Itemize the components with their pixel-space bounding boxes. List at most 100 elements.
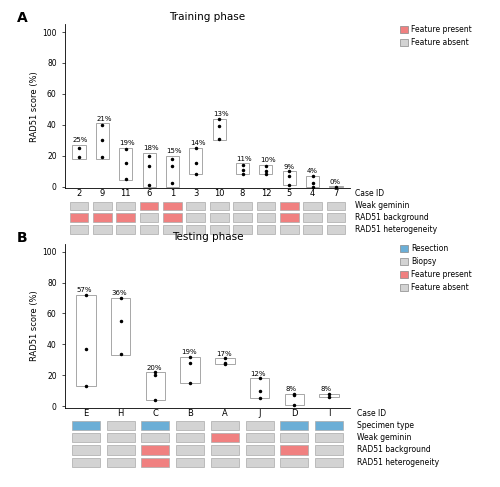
Text: 12: 12 (260, 189, 271, 199)
FancyBboxPatch shape (70, 213, 88, 222)
Text: 13%: 13% (213, 111, 228, 117)
FancyBboxPatch shape (70, 225, 88, 234)
Text: Weak geminin: Weak geminin (357, 433, 412, 442)
Text: 2: 2 (76, 189, 82, 199)
Bar (166, 156, 179, 187)
Text: 5: 5 (286, 189, 292, 199)
Text: D: D (291, 409, 298, 418)
FancyBboxPatch shape (280, 458, 308, 467)
FancyBboxPatch shape (176, 421, 204, 430)
FancyBboxPatch shape (186, 213, 205, 222)
Bar (215, 358, 234, 364)
FancyBboxPatch shape (210, 213, 229, 222)
FancyBboxPatch shape (210, 202, 229, 210)
FancyBboxPatch shape (211, 458, 239, 467)
FancyBboxPatch shape (326, 225, 345, 234)
Text: 25%: 25% (73, 137, 88, 143)
Text: A: A (222, 409, 228, 418)
Title: Training phase: Training phase (170, 12, 246, 22)
Text: 0%: 0% (330, 179, 341, 185)
Text: 17%: 17% (216, 351, 232, 356)
FancyBboxPatch shape (163, 213, 182, 222)
Text: Case ID: Case ID (354, 189, 384, 199)
Text: Specimen type: Specimen type (357, 421, 414, 430)
FancyBboxPatch shape (304, 202, 322, 210)
FancyBboxPatch shape (140, 202, 158, 210)
FancyBboxPatch shape (163, 202, 182, 210)
Text: 6: 6 (146, 189, 152, 199)
Text: 20%: 20% (146, 365, 162, 371)
FancyBboxPatch shape (210, 225, 229, 234)
Bar (282, 171, 296, 185)
FancyBboxPatch shape (280, 225, 298, 234)
FancyBboxPatch shape (140, 225, 158, 234)
Text: I: I (328, 409, 330, 418)
Text: 11: 11 (120, 189, 131, 199)
Text: C: C (152, 409, 158, 418)
FancyBboxPatch shape (176, 433, 204, 442)
FancyBboxPatch shape (176, 458, 204, 467)
Bar (180, 356, 200, 383)
FancyBboxPatch shape (280, 421, 308, 430)
FancyBboxPatch shape (280, 202, 298, 210)
Text: B: B (187, 409, 193, 418)
Text: 7: 7 (334, 189, 338, 199)
FancyBboxPatch shape (233, 202, 252, 210)
Y-axis label: RAD51 score (%): RAD51 score (%) (30, 71, 40, 142)
FancyBboxPatch shape (315, 421, 343, 430)
FancyBboxPatch shape (106, 458, 134, 467)
FancyBboxPatch shape (72, 458, 100, 467)
Text: 57%: 57% (77, 287, 92, 293)
Bar (260, 165, 272, 174)
Legend: Resection, Biopsy, Feature present, Feature absent: Resection, Biopsy, Feature present, Feat… (400, 244, 471, 292)
Bar (146, 372, 165, 400)
FancyBboxPatch shape (315, 446, 343, 454)
FancyBboxPatch shape (326, 213, 345, 222)
FancyBboxPatch shape (256, 202, 275, 210)
FancyBboxPatch shape (106, 421, 134, 430)
FancyBboxPatch shape (106, 433, 134, 442)
FancyBboxPatch shape (72, 446, 100, 454)
FancyBboxPatch shape (246, 458, 274, 467)
Text: 4: 4 (310, 189, 315, 199)
Bar (320, 394, 339, 397)
Bar (212, 119, 226, 140)
FancyBboxPatch shape (211, 446, 239, 454)
Text: 1: 1 (170, 189, 175, 199)
FancyBboxPatch shape (280, 446, 308, 454)
Text: RAD51 background: RAD51 background (357, 446, 430, 454)
Text: 9%: 9% (283, 164, 294, 169)
Y-axis label: RAD51 score (%): RAD51 score (%) (30, 290, 40, 361)
Bar (284, 394, 304, 405)
Text: 21%: 21% (96, 116, 112, 122)
Text: 10: 10 (214, 189, 224, 199)
FancyBboxPatch shape (186, 202, 205, 210)
FancyBboxPatch shape (246, 446, 274, 454)
FancyBboxPatch shape (246, 421, 274, 430)
FancyBboxPatch shape (246, 433, 274, 442)
Text: 18%: 18% (143, 145, 158, 151)
FancyBboxPatch shape (142, 458, 170, 467)
FancyBboxPatch shape (70, 202, 88, 210)
FancyBboxPatch shape (280, 213, 298, 222)
FancyBboxPatch shape (116, 225, 135, 234)
Text: 8%: 8% (286, 386, 296, 392)
Text: B: B (16, 231, 27, 245)
FancyBboxPatch shape (163, 225, 182, 234)
FancyBboxPatch shape (93, 213, 112, 222)
FancyBboxPatch shape (72, 433, 100, 442)
Bar (76, 295, 96, 386)
FancyBboxPatch shape (211, 421, 239, 430)
Text: 8: 8 (240, 189, 245, 199)
Text: 11%: 11% (236, 156, 252, 162)
Title: Testing phase: Testing phase (172, 232, 243, 242)
Text: Weak geminin: Weak geminin (354, 201, 409, 210)
Text: 15%: 15% (166, 148, 182, 154)
Text: 19%: 19% (120, 140, 136, 147)
Text: 36%: 36% (112, 290, 127, 297)
Text: Case ID: Case ID (357, 409, 386, 418)
FancyBboxPatch shape (211, 433, 239, 442)
Bar (190, 148, 202, 174)
FancyBboxPatch shape (72, 421, 100, 430)
Text: RAD51 background: RAD51 background (354, 213, 428, 222)
